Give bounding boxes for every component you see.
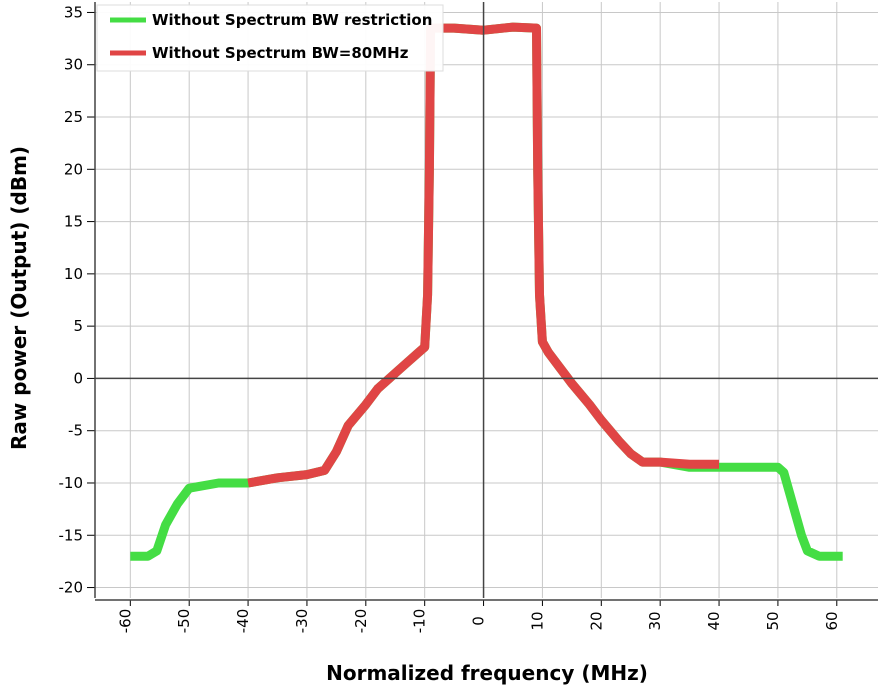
x-tick-label: 10 (528, 611, 546, 630)
x-tick-label: 20 (587, 611, 605, 630)
x-tick-label: -40 (234, 609, 252, 634)
x-tick-label: 0 (470, 616, 488, 626)
y-tick-label: -15 (59, 526, 84, 544)
legend-label-1: Without Spectrum BW=80MHz (152, 44, 409, 62)
x-tick-label: -30 (293, 609, 311, 634)
legend-label-0: Without Spectrum BW restriction (152, 11, 432, 29)
x-tick-label: 50 (764, 611, 782, 630)
y-tick-label: 0 (73, 369, 83, 387)
x-tick-label: -50 (175, 609, 193, 634)
legend-box (96, 4, 444, 72)
x-tick-label: -10 (411, 609, 429, 634)
y-tick-label: 30 (64, 56, 83, 74)
grid (95, 2, 878, 598)
legend: Without Spectrum BW restriction Without … (96, 4, 444, 72)
y-tick-label: 15 (64, 213, 83, 231)
y-tick-label: 10 (64, 265, 83, 283)
x-tick-label: 40 (705, 611, 723, 630)
axes (87, 2, 878, 606)
y-tick-label: 20 (64, 160, 83, 178)
y-tick-label: -5 (68, 422, 83, 440)
series-layer (130, 22, 843, 561)
x-tick-label: -20 (352, 609, 370, 634)
y-tick-label: 25 (64, 108, 83, 126)
y-tick-label: 35 (64, 3, 83, 21)
y-axis-title: Raw power (Output) (dBm) (7, 146, 31, 450)
y-tick-label: -10 (59, 474, 84, 492)
x-tick-label: -60 (116, 609, 134, 634)
x-tick-label: 30 (646, 611, 664, 630)
y-tick-label: -20 (59, 579, 84, 597)
y-tick-label: 5 (73, 317, 83, 335)
series-line-0 (130, 22, 843, 561)
x-axis-title: Normalized frequency (MHz) (326, 661, 648, 685)
x-tick-label: 60 (823, 611, 841, 630)
tick-labels: -60 -50 -40 -30 -20 -10 0 10 20 30 40 50 60-20-15-10… (59, 3, 841, 633)
